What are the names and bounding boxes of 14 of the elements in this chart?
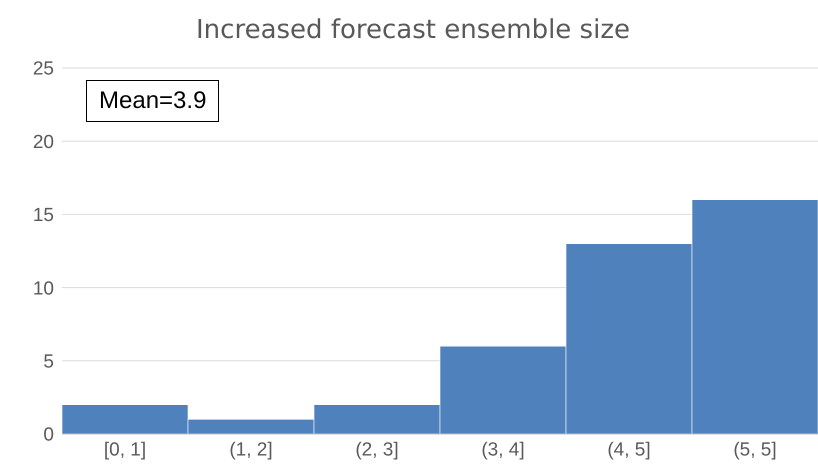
y-tick-label: 25 bbox=[32, 58, 54, 80]
x-tick-label: [0, 1] bbox=[104, 439, 146, 460]
x-tick-label: (4, 5] bbox=[607, 439, 651, 460]
y-tick-label: 10 bbox=[32, 278, 54, 300]
y-tick-label: 5 bbox=[43, 352, 54, 373]
y-tick-label: 0 bbox=[43, 424, 54, 446]
y-tick-label: 20 bbox=[32, 132, 54, 153]
annotation: Mean=3.9 bbox=[86, 80, 220, 122]
x-tick-label: (1, 2] bbox=[229, 439, 273, 460]
x-tick-label: (5, 5] bbox=[733, 439, 777, 460]
x-tick-label: (2, 3] bbox=[355, 439, 399, 460]
chart-title: Increased forecast ensemble size bbox=[195, 14, 631, 47]
x-tick-label: (3, 4] bbox=[481, 439, 525, 460]
y-tick-label: 15 bbox=[32, 205, 54, 226]
